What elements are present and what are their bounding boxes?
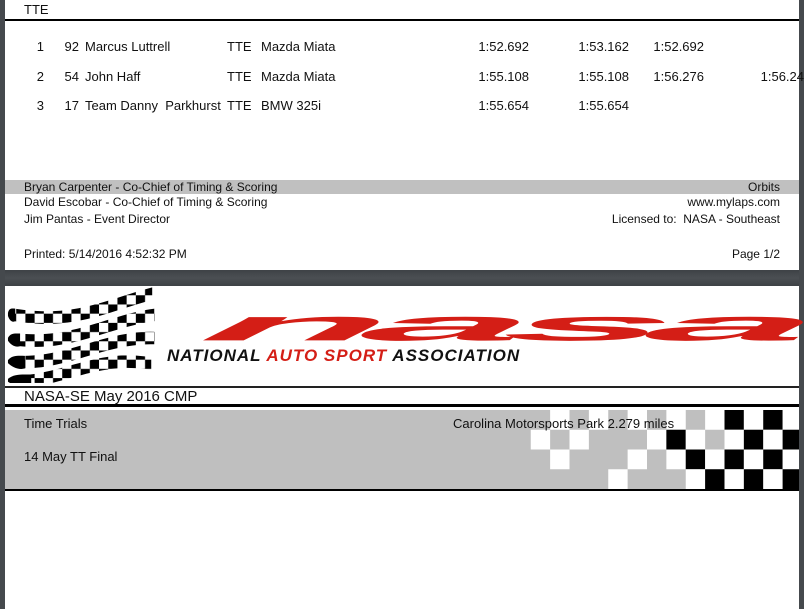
svg-text:nasa: nasa bbox=[191, 301, 804, 350]
